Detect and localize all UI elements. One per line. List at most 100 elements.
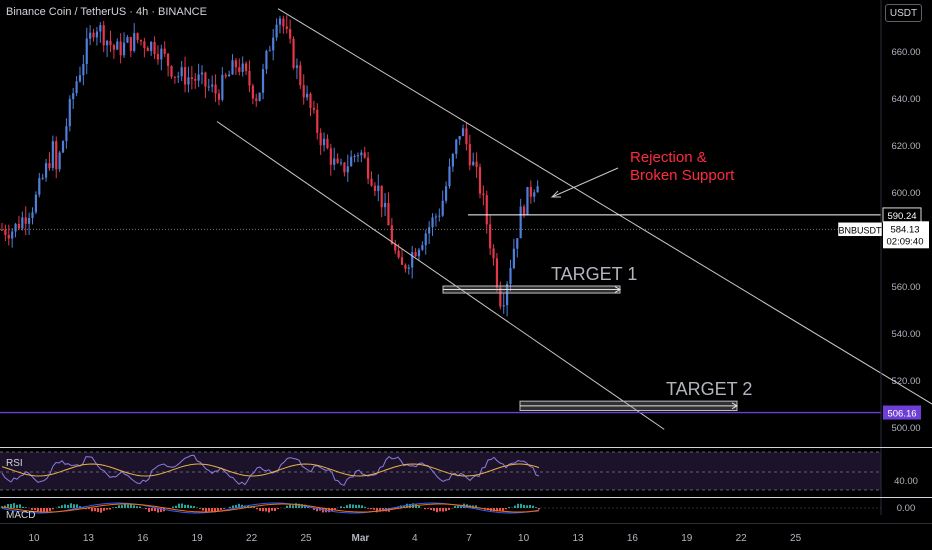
macd-histogram-bar xyxy=(418,505,420,508)
candle-body xyxy=(55,141,58,170)
macd-histogram-bar xyxy=(328,508,330,513)
candle-body xyxy=(48,163,51,168)
candle-body xyxy=(14,223,17,232)
macd-histogram-bar xyxy=(445,508,447,512)
candle-body xyxy=(377,185,380,191)
candle-body xyxy=(299,65,302,86)
macd-histogram-bar xyxy=(256,508,258,510)
macd-histogram-bar xyxy=(70,503,72,508)
macd-histogram-bar xyxy=(139,506,141,508)
time-tick-label: 7 xyxy=(466,533,472,544)
candle-body xyxy=(353,155,356,157)
macd-histogram-bar xyxy=(253,506,255,508)
candle-body xyxy=(448,166,451,187)
macd-histogram-bar xyxy=(58,506,60,508)
candle-body xyxy=(472,161,475,166)
macd-histogram-bar xyxy=(526,505,528,508)
last-price-tag xyxy=(883,221,929,249)
candle-body xyxy=(309,93,312,108)
macd-histogram-bar xyxy=(217,508,219,512)
candle-body xyxy=(400,257,404,265)
currency-button[interactable]: USDT xyxy=(885,4,922,22)
candle-body xyxy=(187,77,190,85)
macd-histogram-bar xyxy=(265,508,267,512)
candle-body xyxy=(214,84,217,94)
macd-histogram-bar xyxy=(94,508,96,512)
target-label: TARGET 1 xyxy=(551,264,637,284)
price-tick-label: 600.00 xyxy=(891,188,920,199)
macd-histogram-bar xyxy=(193,506,195,508)
candle-body xyxy=(34,194,37,213)
macd-histogram-bar xyxy=(364,506,366,508)
candle-body xyxy=(255,98,258,101)
macd-histogram-bar xyxy=(259,508,261,511)
macd-histogram-bar xyxy=(115,506,117,508)
candle-body xyxy=(316,109,319,133)
candle-body xyxy=(11,231,14,239)
candle-body xyxy=(417,249,421,257)
candle-body xyxy=(136,33,139,41)
candle-body xyxy=(526,187,529,215)
candle-body xyxy=(522,206,526,215)
macd-histogram-bar xyxy=(457,505,459,508)
candle-body xyxy=(200,72,204,75)
macd-histogram-bar xyxy=(127,504,129,508)
macd-histogram-bar xyxy=(130,504,132,508)
candle-body xyxy=(387,202,390,226)
candle-body xyxy=(190,77,193,79)
candle-body xyxy=(197,74,200,81)
candle-body xyxy=(211,84,214,87)
candle-body xyxy=(516,238,519,249)
price-tick-label: 620.00 xyxy=(891,141,920,152)
macd-histogram-bar xyxy=(286,505,288,508)
macd-histogram-bar xyxy=(22,506,24,508)
macd-histogram-bar xyxy=(205,508,207,513)
candle-body xyxy=(444,186,448,201)
macd-histogram-bar xyxy=(43,508,45,513)
price-axis[interactable]: 660.00640.00620.00600.00580.00560.00540.… xyxy=(837,0,929,515)
candle-body xyxy=(44,163,48,178)
macd-histogram-bar xyxy=(454,506,456,508)
macd-histogram-bar xyxy=(37,508,39,512)
candle-body xyxy=(41,177,44,179)
candle-body xyxy=(356,155,360,157)
macd-histogram-bar xyxy=(313,508,315,510)
candle-body xyxy=(333,158,336,165)
candle-body xyxy=(85,38,88,64)
macd-histogram-bar xyxy=(145,508,147,510)
candle-body xyxy=(217,93,221,100)
candle-body xyxy=(475,161,478,168)
macd-histogram-bar xyxy=(538,508,540,510)
macd-histogram-bar xyxy=(496,508,498,512)
macd-histogram-bar xyxy=(136,506,138,508)
macd-histogram-bar xyxy=(229,506,231,508)
macd-histogram-bar xyxy=(334,508,336,510)
level-price-label: 506.16 xyxy=(887,409,916,420)
signal-line xyxy=(1,503,540,513)
macd-histogram-bar xyxy=(19,504,21,508)
time-tick-label: 25 xyxy=(300,533,312,544)
candle-body xyxy=(112,45,115,50)
macd-histogram-bar xyxy=(370,508,372,510)
candle-body xyxy=(129,37,132,51)
macd-histogram-bar xyxy=(181,503,183,508)
candle-body xyxy=(248,70,251,86)
price-tick-label: 540.00 xyxy=(891,329,920,340)
time-axis[interactable]: 10 13 16 19 22 25 Mar 4 7 10 13 16 19 22 25 xyxy=(0,523,932,545)
macd-histogram-bar xyxy=(358,504,360,508)
macd-histogram-bar xyxy=(16,504,18,508)
candle-body xyxy=(78,75,82,82)
candle-body xyxy=(485,195,488,225)
candle-body xyxy=(224,74,227,77)
symbol-title[interactable]: Binance Coin / TetherUS · 4h · BINANCE xyxy=(6,6,207,18)
macd-histogram-bar xyxy=(223,508,225,509)
candle-body xyxy=(251,85,254,99)
candle-body xyxy=(275,24,278,38)
support-price-label: 590.24 xyxy=(887,211,916,222)
candle-body xyxy=(194,78,197,81)
candle-body xyxy=(292,38,295,68)
macd-histogram-bar xyxy=(436,508,438,513)
annotation-arrow-head xyxy=(550,190,561,198)
macd-histogram-bar xyxy=(523,504,525,508)
